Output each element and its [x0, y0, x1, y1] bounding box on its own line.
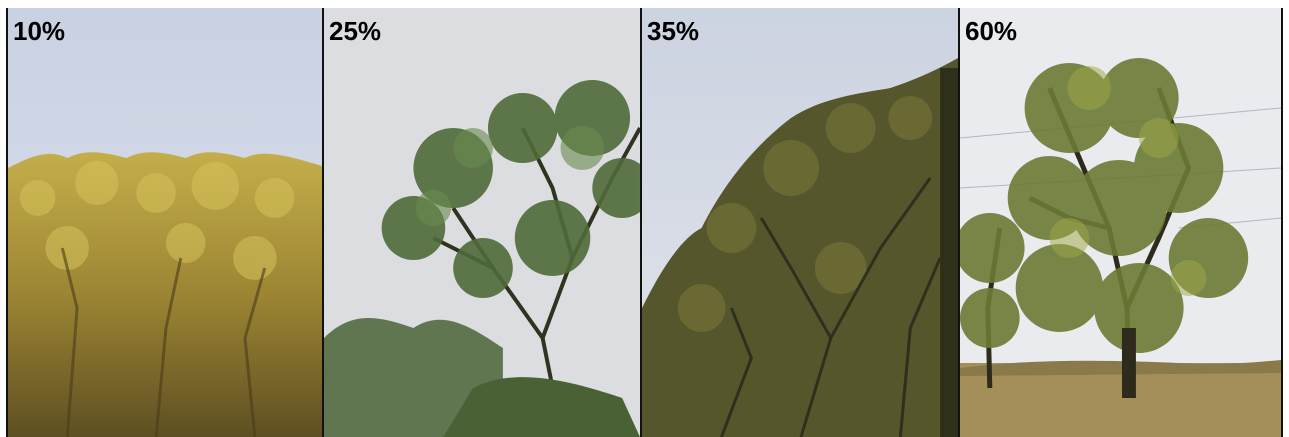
photo-strip: 10% 25%	[6, 8, 1283, 437]
cover-percent-label: 25%	[329, 16, 382, 46]
tree-photo-10: 10%	[6, 8, 324, 437]
cover-percent-label: 60%	[965, 16, 1018, 46]
tree-canopy-image	[642, 8, 958, 437]
tree-photo-35: 35%	[642, 8, 960, 437]
tree-photo-25: 25%	[324, 8, 642, 437]
cover-percent-label: 10%	[13, 16, 66, 46]
tree-photo-60: 60%	[960, 8, 1283, 437]
tree-landscape-image	[960, 8, 1281, 437]
tree-canopy-image	[8, 8, 322, 437]
cover-percent-label: 35%	[647, 16, 700, 46]
tree-canopy-image	[324, 8, 640, 437]
